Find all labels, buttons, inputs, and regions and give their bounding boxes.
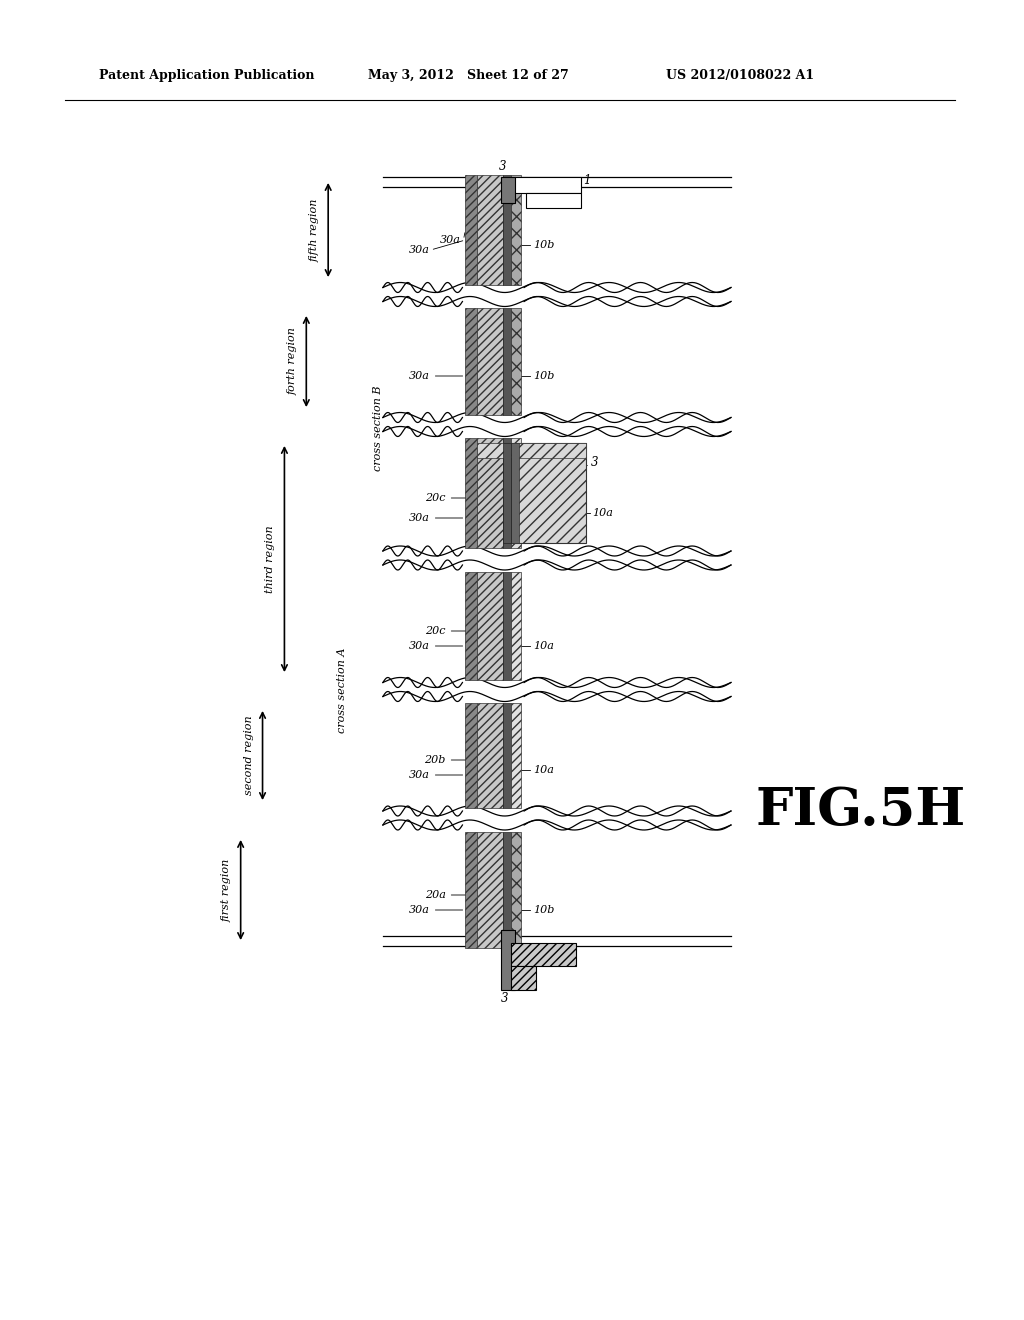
Bar xyxy=(466,832,477,948)
Text: 10a: 10a xyxy=(534,642,554,651)
Text: second region: second region xyxy=(244,715,254,796)
Text: 20b: 20b xyxy=(424,755,445,766)
Text: 30a: 30a xyxy=(439,235,461,246)
Bar xyxy=(466,704,477,808)
Bar xyxy=(511,444,586,543)
Text: forth region: forth region xyxy=(288,327,297,396)
Bar xyxy=(466,308,477,414)
Bar xyxy=(501,931,515,990)
Bar xyxy=(503,176,511,285)
Text: 30a: 30a xyxy=(409,906,430,915)
Bar xyxy=(511,177,581,193)
Bar xyxy=(378,832,736,948)
Bar xyxy=(503,832,511,948)
Bar xyxy=(511,704,521,808)
Bar xyxy=(511,966,536,990)
Bar xyxy=(466,438,477,548)
Bar xyxy=(477,438,503,548)
Bar xyxy=(477,444,586,458)
Text: 20c: 20c xyxy=(425,626,445,636)
Text: 3: 3 xyxy=(501,991,508,1005)
Text: US 2012/0108022 A1: US 2012/0108022 A1 xyxy=(667,69,814,82)
Text: 30a: 30a xyxy=(409,246,430,255)
Text: fifth region: fifth region xyxy=(309,198,319,261)
Bar xyxy=(511,438,521,548)
Text: 10b: 10b xyxy=(534,906,554,915)
Bar xyxy=(503,438,511,548)
Bar xyxy=(466,176,477,285)
Text: 30a: 30a xyxy=(409,371,430,381)
Bar xyxy=(526,193,581,209)
Bar xyxy=(511,572,521,680)
Bar xyxy=(477,176,503,285)
Text: 10a: 10a xyxy=(534,766,554,775)
Bar xyxy=(466,572,477,680)
Text: 20a: 20a xyxy=(425,890,445,900)
Bar xyxy=(511,176,521,285)
Text: Patent Application Publication: Patent Application Publication xyxy=(99,69,315,82)
Text: 3: 3 xyxy=(591,457,598,470)
Text: 10a: 10a xyxy=(593,508,613,517)
Text: 30a: 30a xyxy=(409,770,430,780)
Bar xyxy=(477,704,503,808)
Text: cross section B: cross section B xyxy=(373,385,383,471)
Bar xyxy=(378,438,736,548)
Bar xyxy=(503,444,511,543)
Text: FIG.5H: FIG.5H xyxy=(756,784,966,836)
Text: 10b: 10b xyxy=(534,240,554,249)
Bar xyxy=(378,572,736,680)
Bar xyxy=(477,308,503,414)
Bar xyxy=(511,942,575,966)
Bar xyxy=(511,444,519,543)
Bar xyxy=(511,308,521,414)
Bar xyxy=(378,176,736,285)
Text: 30a: 30a xyxy=(409,513,430,523)
Text: cross section A: cross section A xyxy=(337,647,347,733)
Bar xyxy=(503,704,511,808)
Bar xyxy=(503,308,511,414)
Text: 20c: 20c xyxy=(425,492,445,503)
Bar xyxy=(477,832,503,948)
Text: 1: 1 xyxy=(583,173,590,186)
Text: May 3, 2012   Sheet 12 of 27: May 3, 2012 Sheet 12 of 27 xyxy=(368,69,568,82)
Bar xyxy=(378,704,736,808)
Text: third region: third region xyxy=(265,525,275,593)
Bar xyxy=(501,177,515,203)
Text: 30a: 30a xyxy=(409,642,430,651)
Bar xyxy=(378,308,736,414)
Text: 10b: 10b xyxy=(534,371,554,381)
Bar xyxy=(477,572,503,680)
Text: 3: 3 xyxy=(499,160,506,173)
Bar xyxy=(511,832,521,948)
Bar xyxy=(503,572,511,680)
Text: first region: first region xyxy=(222,858,231,921)
